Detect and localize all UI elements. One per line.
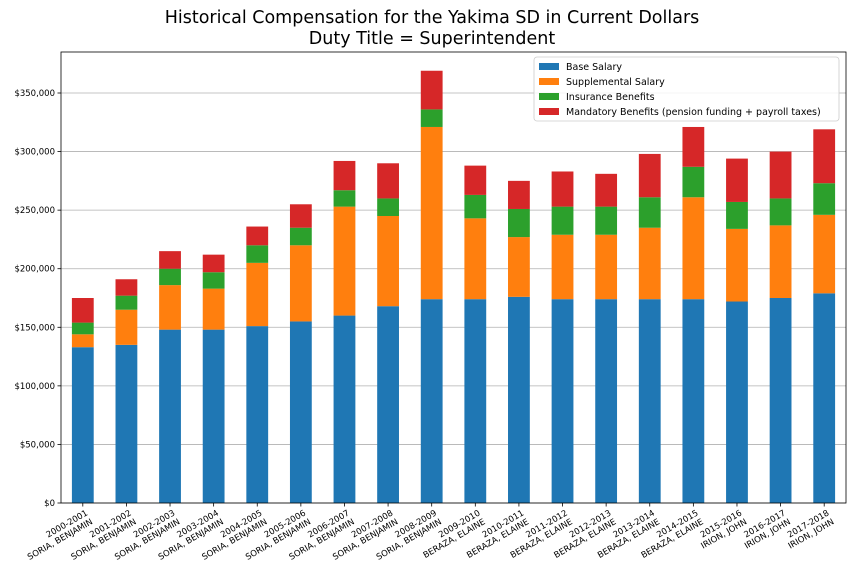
bar-segment-mandatory — [464, 165, 487, 195]
bar-segment-base — [333, 315, 356, 503]
legend-entry: Supplemental Salary — [566, 77, 665, 88]
bar-segment-supplemental — [813, 214, 836, 294]
bar-segment-mandatory — [595, 173, 618, 207]
bar-segment-mandatory — [726, 158, 748, 202]
bar-segment-mandatory — [638, 153, 661, 198]
bar-segment-base — [289, 321, 312, 503]
bar-segment-supplemental — [464, 218, 487, 300]
bar-segment-base — [726, 301, 748, 503]
y-tick-label: $200,000 — [14, 265, 55, 275]
y-tick-label: $50,000 — [20, 440, 55, 450]
bar-segment-mandatory — [377, 163, 399, 199]
bar-segment-base — [420, 299, 443, 503]
bar-segment-supplemental — [420, 126, 443, 300]
bar-segment-insurance — [638, 197, 661, 228]
bar-segment-mandatory — [202, 254, 225, 273]
bar-segment-mandatory — [289, 204, 312, 228]
bar-segment-insurance — [289, 227, 312, 246]
bar-segment-base — [246, 326, 269, 503]
bar-segment-mandatory — [420, 70, 443, 110]
bar-segment-supplemental — [726, 228, 748, 302]
bar-segment-insurance — [508, 208, 530, 238]
legend-box — [533, 56, 840, 122]
bar-segment-insurance — [464, 194, 487, 219]
bar-segment-supplemental — [71, 334, 94, 348]
y-tick-label: $350,000 — [14, 89, 55, 99]
bar-segment-supplemental — [682, 197, 705, 300]
legend-swatch — [539, 108, 559, 115]
bar-segment-base — [551, 299, 574, 503]
legend-swatch — [539, 78, 559, 85]
bar-segment-base — [813, 293, 836, 503]
y-tick-label: $300,000 — [14, 148, 55, 158]
legend-entry: Insurance Benefits — [566, 92, 655, 103]
bar-segment-supplemental — [377, 216, 399, 307]
bar-segment-insurance — [595, 206, 618, 235]
legend-swatch — [539, 93, 559, 100]
bar-segment-insurance — [333, 190, 356, 207]
bar-segment-insurance — [420, 109, 443, 127]
bar-segment-supplemental — [333, 206, 356, 316]
legend-entry: Mandatory Benefits (pension funding + pa… — [566, 107, 821, 118]
bar-segment-mandatory — [115, 279, 138, 296]
bar-segment-supplemental — [246, 262, 269, 327]
bar-segment-base — [202, 329, 225, 503]
legend-swatch — [539, 63, 559, 70]
bar-segment-insurance — [202, 272, 225, 289]
bar-segment-mandatory — [333, 160, 356, 191]
bar-segment-base — [377, 306, 399, 503]
bar-segment-mandatory — [769, 151, 792, 199]
bar-segment-supplemental — [551, 234, 574, 300]
bar-segment-supplemental — [638, 227, 661, 300]
legend: Base Salary Supplemental Salary Insurance … — [533, 56, 840, 122]
bar-segment-base — [71, 347, 94, 503]
bars — [71, 70, 836, 503]
bar-segment-insurance — [71, 322, 94, 335]
bar-segment-supplemental — [202, 288, 225, 330]
bar-segment-base — [115, 344, 138, 503]
bar-segment-supplemental — [508, 237, 530, 297]
bar-segment-insurance — [682, 166, 705, 198]
chart-subtitle: Duty Title = Superintendent — [308, 29, 556, 49]
bar-segment-insurance — [813, 183, 836, 215]
bar-segment-insurance — [726, 201, 748, 229]
bar-segment-insurance — [246, 245, 269, 263]
bar-segment-insurance — [551, 206, 574, 235]
bar-segment-supplemental — [769, 225, 792, 298]
bar-segment-base — [508, 296, 530, 503]
bar-segment-mandatory — [246, 226, 269, 246]
bar-segment-base — [769, 298, 792, 503]
chart-title-block: Historical Compensation for the Yakima S… — [0, 8, 864, 50]
chart-title: Historical Compensation for the Yakima S… — [164, 8, 700, 28]
bar-segment-base — [682, 299, 705, 503]
bar-segment-mandatory — [682, 126, 705, 167]
bar-segment-supplemental — [289, 245, 312, 322]
bar-segment-base — [464, 299, 487, 503]
y-tick-label: $150,000 — [14, 323, 55, 333]
plot-frame — [60, 51, 847, 504]
bar-segment-insurance — [159, 268, 181, 286]
bar-segment-base — [595, 299, 618, 503]
bar-segment-supplemental — [159, 285, 181, 330]
y-tick-label: $100,000 — [14, 382, 55, 392]
y-tick-label: $250,000 — [14, 206, 55, 216]
legend-entry: Base Salary — [566, 62, 622, 73]
bar-segment-base — [159, 329, 181, 503]
bar-segment-mandatory — [71, 298, 94, 323]
bar-segment-mandatory — [813, 129, 836, 184]
bar-segment-mandatory — [159, 251, 181, 269]
bar-segment-base — [638, 299, 661, 503]
y-tick-label: $0 — [44, 499, 55, 509]
bar-segment-insurance — [115, 295, 138, 310]
bar-segment-insurance — [769, 198, 792, 226]
bar-segment-mandatory — [508, 180, 530, 209]
bar-segment-supplemental — [595, 234, 618, 300]
bar-segment-mandatory — [551, 171, 574, 207]
bar-segment-insurance — [377, 198, 399, 216]
bar-segment-supplemental — [115, 309, 138, 345]
